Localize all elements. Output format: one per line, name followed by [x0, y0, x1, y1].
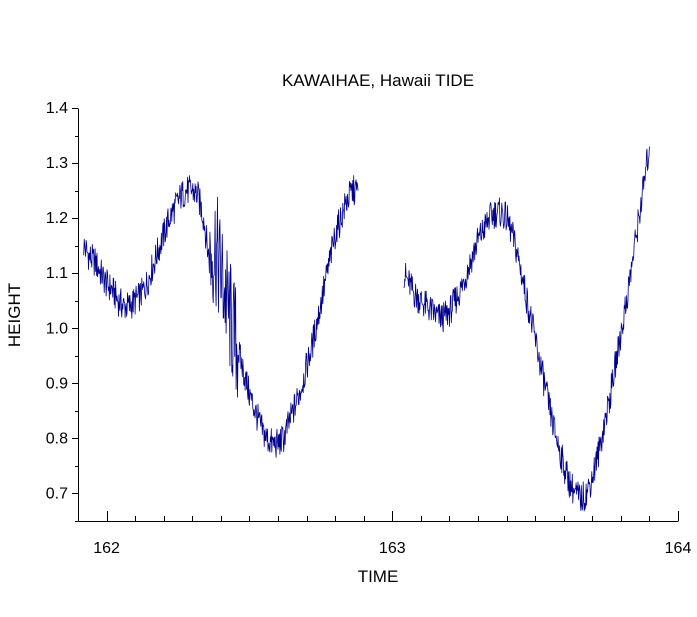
x-tick-label: 162	[93, 540, 120, 557]
x-tick-label: 163	[379, 540, 406, 557]
y-tick-label: 1.2	[46, 210, 68, 227]
chart-title: KAWAIHAE, Hawaii TIDE	[282, 71, 474, 90]
y-axis-label: HEIGHT	[5, 283, 24, 347]
y-tick-label: 0.7	[46, 485, 68, 502]
series-line-2	[403, 146, 650, 512]
y-tick-label: 0.9	[46, 375, 68, 392]
y-tick-label: 0.8	[46, 430, 68, 447]
y-tick-label: 1.4	[46, 100, 68, 117]
series-layer	[83, 146, 650, 512]
y-tick-label: 1.0	[46, 320, 68, 337]
y-tick-label: 1.1	[46, 265, 68, 282]
x-tick-label: 164	[665, 540, 692, 557]
y-tick-label: 1.3	[46, 155, 68, 172]
x-axis-label: TIME	[358, 567, 399, 586]
series-line-1	[83, 175, 359, 458]
ticks-layer: 162 163 164 0.7 0.8 0.9 1.0 1.1 1.2 1.3 1.4	[46, 100, 692, 557]
